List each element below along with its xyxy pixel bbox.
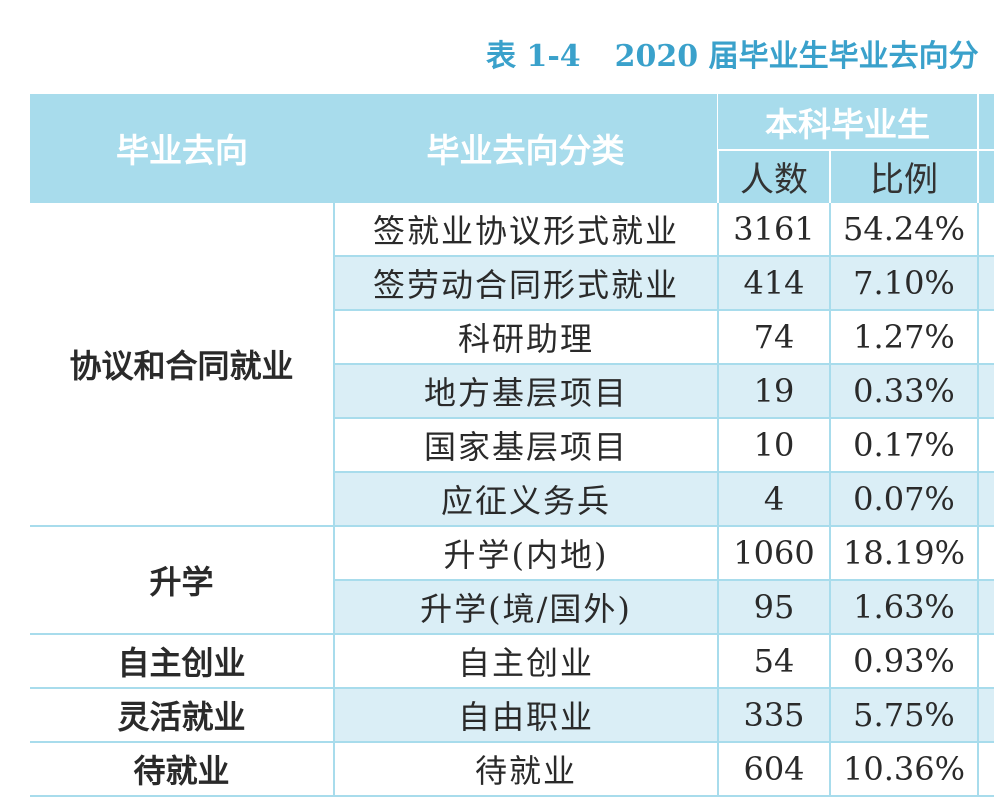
direction-cell: 协议和合同就业 — [30, 201, 334, 526]
table-row: 地方基层项目 19 0.33% — [30, 363, 994, 418]
next-column-cell — [977, 633, 994, 688]
table-row: 灵活就业 自由职业 335 5.75% — [30, 687, 994, 742]
direction-cell: 自主创业 — [30, 633, 334, 688]
table-row: 签劳动合同形式就业 414 7.10% — [30, 255, 994, 310]
next-column-cell — [977, 363, 994, 418]
next-column-cell — [977, 579, 994, 634]
ratio-cell: 1.63% — [829, 579, 978, 634]
count-cell: 1060 — [717, 525, 830, 580]
header-undergrad-group: 本科毕业生 — [765, 104, 930, 144]
ratio-cell: 1.27% — [829, 309, 978, 364]
category-cell: 科研助理 — [333, 309, 718, 364]
category-cell: 升学(境/国外) — [333, 579, 718, 634]
count-cell: 604 — [717, 741, 830, 797]
header-category: 毕业去向分类 — [426, 130, 625, 170]
table-row: 科研助理 74 1.27% — [30, 309, 994, 364]
count-cell: 3161 — [717, 201, 830, 256]
category-cell: 签劳动合同形式就业 — [333, 255, 718, 310]
count-cell: 19 — [717, 363, 830, 418]
category-cell: 待就业 — [333, 741, 718, 797]
count-cell: 414 — [717, 255, 830, 310]
table-row: 应征义务兵 4 0.07% — [30, 471, 994, 526]
count-cell: 4 — [717, 471, 830, 526]
table-title: 2020 届毕业生毕业去向分 — [614, 39, 979, 74]
next-column-cell — [977, 309, 994, 364]
category-cell: 自由职业 — [333, 687, 718, 742]
ratio-cell: 18.19% — [829, 525, 978, 580]
category-cell: 自主创业 — [333, 633, 718, 688]
direction-cell: 待就业 — [30, 741, 334, 797]
count-cell: 10 — [717, 417, 830, 472]
ratio-cell: 0.33% — [829, 363, 978, 418]
category-cell: 签就业协议形式就业 — [333, 201, 718, 256]
next-column-cell — [977, 417, 994, 472]
table-row: 国家基层项目 10 0.17% — [30, 417, 994, 472]
ratio-cell: 0.07% — [829, 471, 978, 526]
ratio-cell: 0.17% — [829, 417, 978, 472]
table-row: 升学(境/国外) 95 1.63% — [30, 579, 994, 634]
header-ratio: 比例 — [829, 149, 978, 202]
category-cell: 应征义务兵 — [333, 471, 718, 526]
ratio-cell: 0.93% — [829, 633, 978, 688]
category-cell: 国家基层项目 — [333, 417, 718, 472]
table-row: 升学 升学(内地) 1060 18.19% — [30, 525, 994, 634]
table-row: 自主创业 自主创业 54 0.93% — [30, 633, 994, 688]
ratio-cell: 5.75% — [829, 687, 978, 742]
table-caption: 表 1-4 2020 届毕业生毕业去向分 — [486, 30, 994, 84]
table-row: 待就业 待就业 604 10.36% — [30, 741, 994, 797]
count-cell: 95 — [717, 579, 830, 634]
header-next-sub — [977, 149, 994, 202]
next-column-cell — [977, 687, 994, 742]
category-cell: 升学(内地) — [333, 525, 718, 580]
count-cell: 335 — [717, 687, 830, 742]
header-count: 人数 — [717, 149, 830, 202]
header-next-group — [977, 94, 994, 150]
direction-cell: 升学 — [30, 525, 334, 634]
count-cell: 74 — [717, 309, 830, 364]
next-column-cell — [977, 525, 994, 580]
ratio-cell: 54.24% — [829, 201, 978, 256]
graduate-destination-table: 毕业去向 毕业去向分类 本科毕业生 人数 比例 协议和合同就业 签就业协议形式就业… — [30, 94, 994, 797]
next-column-cell — [977, 201, 994, 256]
next-column-cell — [977, 255, 994, 310]
ratio-cell: 7.10% — [829, 255, 978, 310]
ratio-cell: 10.36% — [829, 741, 978, 797]
direction-cell: 灵活就业 — [30, 687, 334, 742]
next-column-cell — [977, 471, 994, 526]
count-cell: 54 — [717, 633, 830, 688]
table-row: 协议和合同就业 签就业协议形式就业 3161 54.24% — [30, 201, 994, 526]
header-direction: 毕业去向 — [116, 130, 248, 170]
table-body: 协议和合同就业 签就业协议形式就业 3161 54.24% 签劳动合同形式就业 414 7.… — [30, 201, 994, 797]
next-column-cell — [977, 741, 994, 797]
category-cell: 地方基层项目 — [333, 363, 718, 418]
table-number: 表 1-4 — [486, 39, 581, 74]
